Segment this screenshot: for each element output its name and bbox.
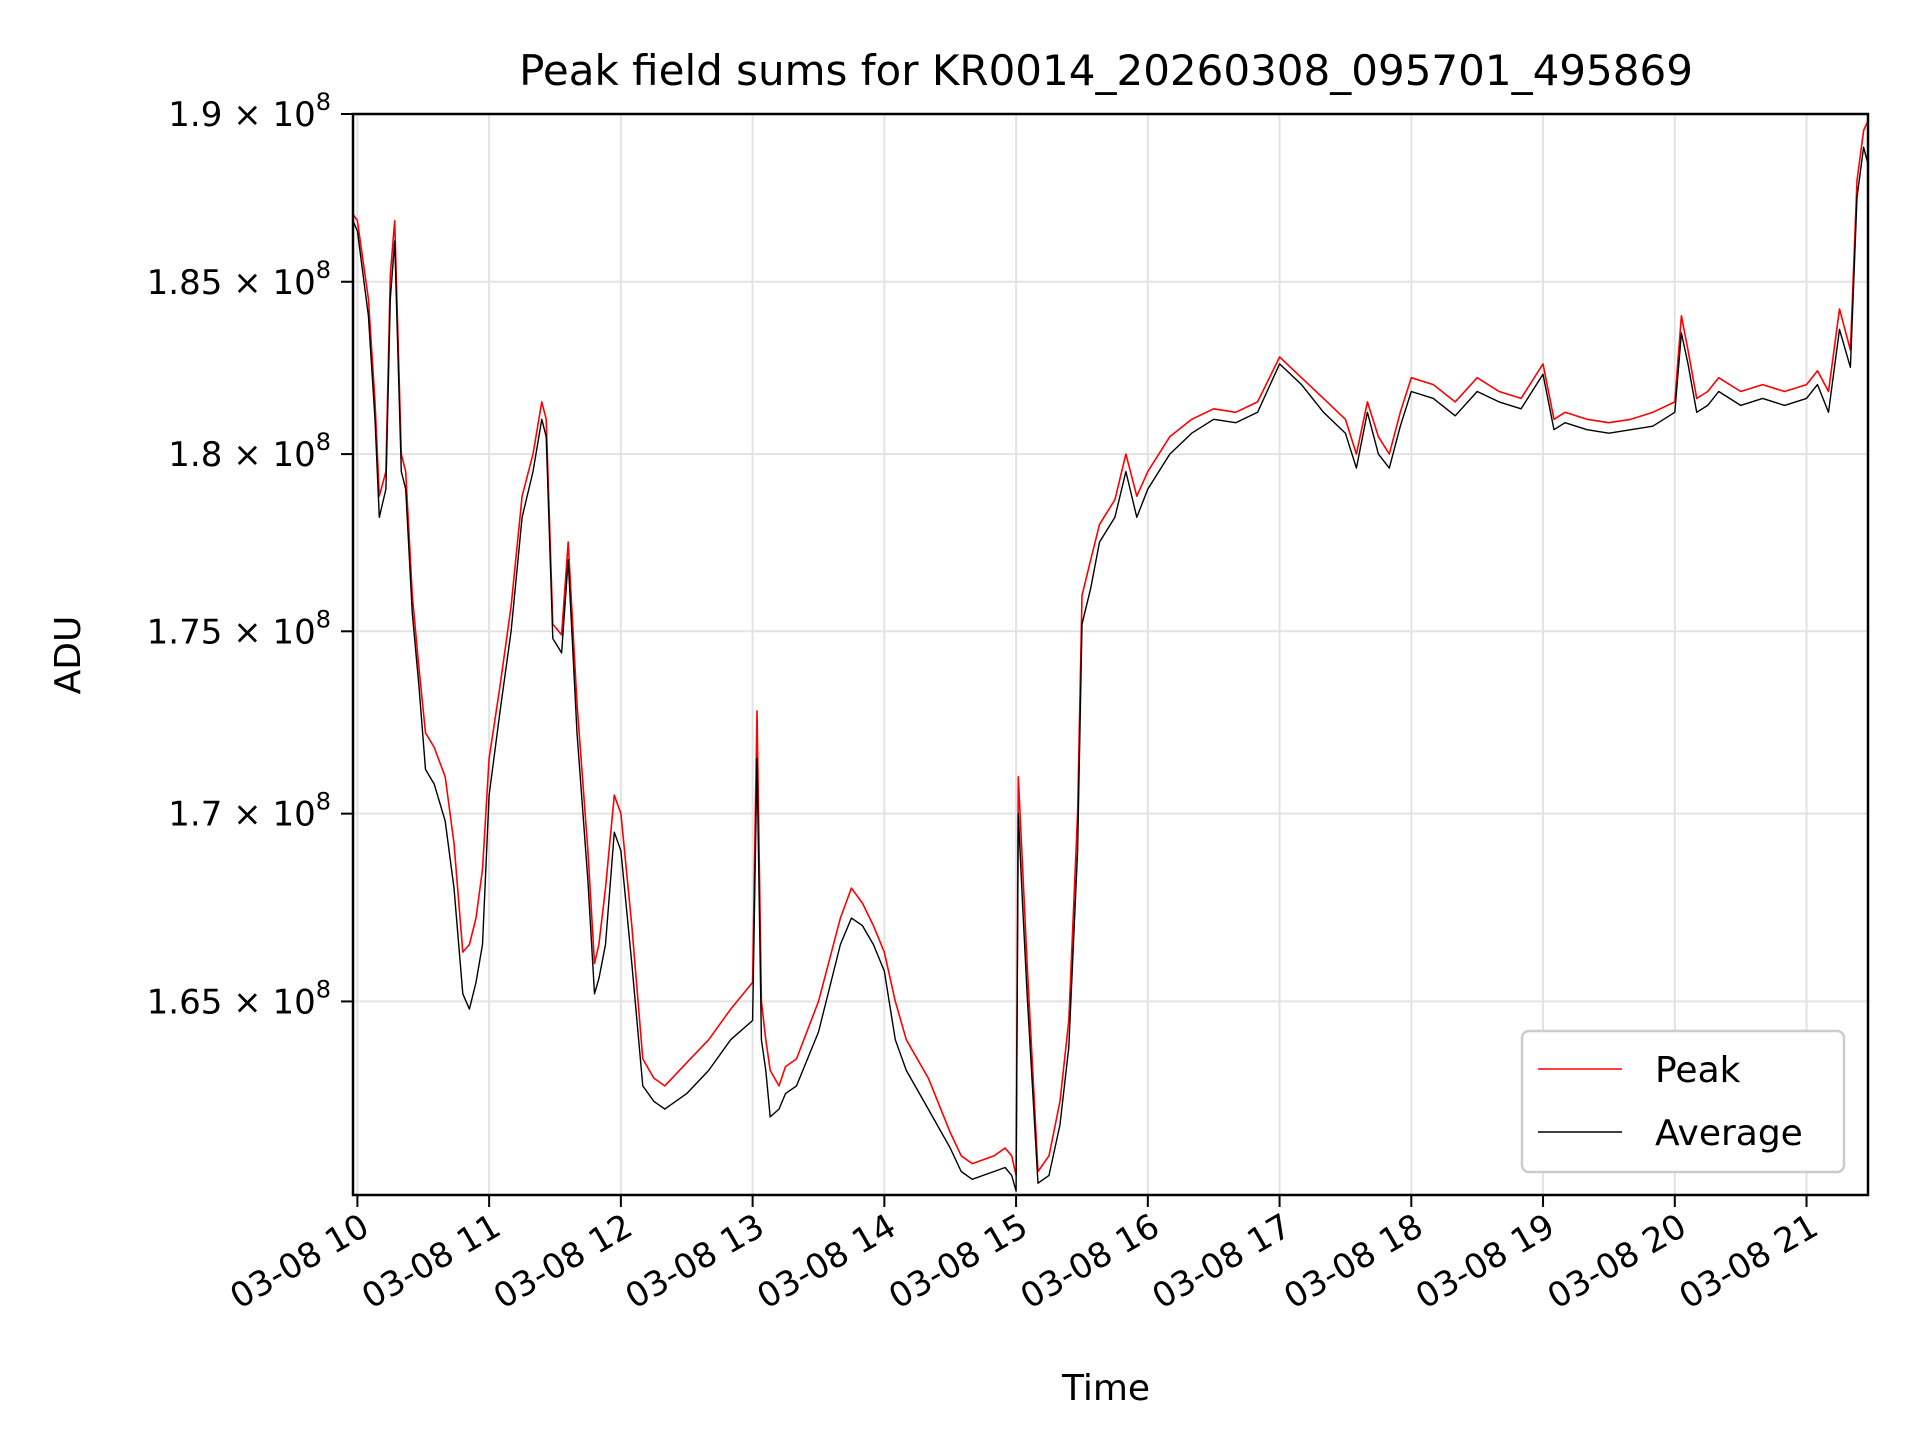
y-tick-base: × 10 bbox=[233, 263, 316, 303]
y-tick-exponent: 8 bbox=[316, 88, 331, 116]
series-peak-line bbox=[352, 120, 1869, 1177]
y-tick-exponent: 8 bbox=[316, 788, 331, 816]
chart-title: Peak field sums for KR0014_20260308_0957… bbox=[519, 46, 1693, 95]
y-tick-exponent: 8 bbox=[316, 428, 331, 456]
y-tick-base: × 10 bbox=[233, 795, 316, 835]
y-tick-mantissa: 1.85 bbox=[147, 263, 234, 303]
y-tick-mantissa: 1.7 bbox=[168, 795, 233, 835]
y-tick-exponent: 8 bbox=[316, 605, 331, 633]
legend-box bbox=[1520, 1029, 1846, 1174]
y-tick-label: 1.9 × 108 bbox=[168, 88, 331, 135]
y-tick-base: × 10 bbox=[233, 435, 316, 475]
y-tick-base: × 10 bbox=[233, 612, 316, 652]
y-tick-label: 1.7 × 108 bbox=[168, 788, 331, 835]
y-tick-mantissa: 1.8 bbox=[168, 435, 233, 475]
y-tick-base: × 10 bbox=[233, 95, 316, 135]
y-tick-label: 1.85 × 108 bbox=[147, 256, 331, 303]
y-tick-exponent: 8 bbox=[316, 256, 331, 284]
legend: Peak Average bbox=[1520, 1029, 1846, 1174]
plot-frame bbox=[351, 112, 1870, 1197]
y-tick-mantissa: 1.9 bbox=[168, 95, 233, 135]
series-layer bbox=[352, 120, 1869, 1192]
y-tick-mantissa: 1.65 bbox=[147, 982, 234, 1022]
y-tick-label: 1.8 × 108 bbox=[168, 428, 331, 475]
y-tick-label: 1.75 × 108 bbox=[147, 605, 331, 652]
y-tick-mantissa: 1.75 bbox=[147, 612, 234, 652]
y-tick-exponent: 8 bbox=[316, 975, 331, 1003]
legend-peak-label: Peak bbox=[1655, 1050, 1741, 1091]
y-tick-label: 1.65 × 108 bbox=[147, 975, 331, 1022]
y-tick-base: × 10 bbox=[233, 982, 316, 1022]
x-axis-label: Time bbox=[1061, 1368, 1150, 1409]
legend-average-label: Average bbox=[1655, 1113, 1803, 1154]
series-average-line bbox=[352, 146, 1869, 1192]
y-axis-label: ADU bbox=[48, 616, 89, 695]
